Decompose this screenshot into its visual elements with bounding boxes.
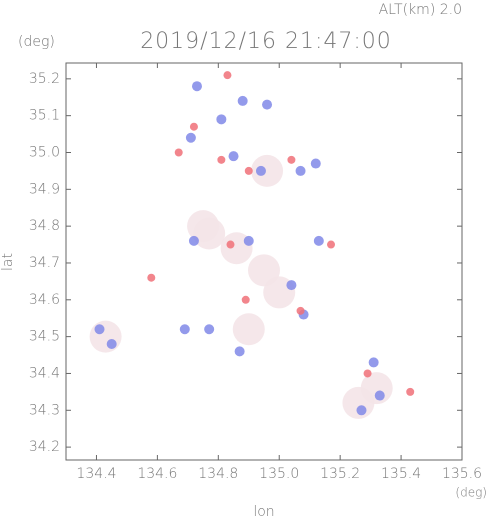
radar-echo xyxy=(244,166,253,175)
x-tick-label: 135.0 xyxy=(259,466,299,482)
y-tick-label: 35.2 xyxy=(29,71,60,87)
radar-echo xyxy=(216,114,227,125)
y-tick-label: 34.7 xyxy=(29,255,60,271)
radar-echo xyxy=(226,240,235,249)
radar-echo xyxy=(368,357,379,368)
radar-echo xyxy=(147,273,156,282)
radar-echo xyxy=(188,235,199,246)
radar-echo xyxy=(310,158,321,169)
y-tick-label: 34.3 xyxy=(29,402,60,418)
radar-echo xyxy=(262,99,273,110)
y-tick-label: 34.4 xyxy=(29,365,60,381)
chart-title: 2019/12/16 21:47:00 xyxy=(140,29,392,54)
radar-echo xyxy=(295,165,306,176)
radar-echo xyxy=(232,313,265,346)
x-tick-label: 134.6 xyxy=(137,466,177,482)
radar-echo xyxy=(189,122,198,131)
y-tick-label: 34.9 xyxy=(29,181,60,197)
y-tick-label: 34.8 xyxy=(29,218,60,234)
radar-echo xyxy=(363,369,372,378)
radar-echo xyxy=(106,338,117,349)
y-tick-label: 34.6 xyxy=(29,292,60,308)
radar-echo xyxy=(94,324,105,335)
x-tick-label: 135.2 xyxy=(320,466,360,482)
radar-echo xyxy=(296,306,305,315)
radar-echo xyxy=(241,295,250,304)
y-tick-label: 34.2 xyxy=(29,439,60,455)
y-tick-label: 35.1 xyxy=(29,108,60,124)
radar-echo xyxy=(313,235,324,246)
radar-echo xyxy=(287,155,296,164)
radar-echo xyxy=(356,405,367,416)
radar-echo xyxy=(191,81,202,92)
y-axis-label: lat xyxy=(0,253,16,271)
x-unit: (deg) xyxy=(455,486,487,500)
x-axis-label: lon xyxy=(253,504,274,520)
y-unit: (deg) xyxy=(18,34,55,50)
y-tick-label: 35.0 xyxy=(29,144,60,160)
x-tick-label: 135.4 xyxy=(381,466,421,482)
radar-echo xyxy=(237,95,248,106)
plot-frame xyxy=(65,62,463,461)
radar-echo xyxy=(255,165,266,176)
radar-echo xyxy=(374,390,385,401)
radar-echo xyxy=(187,210,220,243)
radar-echo xyxy=(406,387,415,396)
radar-echo xyxy=(243,235,254,246)
radar-echo xyxy=(174,148,183,157)
chart-subtitle: ALT(km) 2.0 xyxy=(379,2,462,18)
y-tick-label: 34.5 xyxy=(29,329,60,345)
radar-echo xyxy=(185,132,196,143)
radar-echo xyxy=(179,324,190,335)
radar-echo xyxy=(204,324,215,335)
x-tick-label: 135.6 xyxy=(442,466,482,482)
radar-echo xyxy=(327,240,336,249)
x-tick-label: 134.8 xyxy=(198,466,238,482)
radar-echo xyxy=(223,71,232,80)
radar-echo xyxy=(286,280,297,291)
radar-echo xyxy=(89,320,122,353)
radar-echo xyxy=(217,155,226,164)
radar-echo xyxy=(251,154,284,187)
radar-echo xyxy=(228,151,239,162)
x-tick-label: 134.4 xyxy=(76,466,116,482)
radar-echo xyxy=(234,346,245,357)
